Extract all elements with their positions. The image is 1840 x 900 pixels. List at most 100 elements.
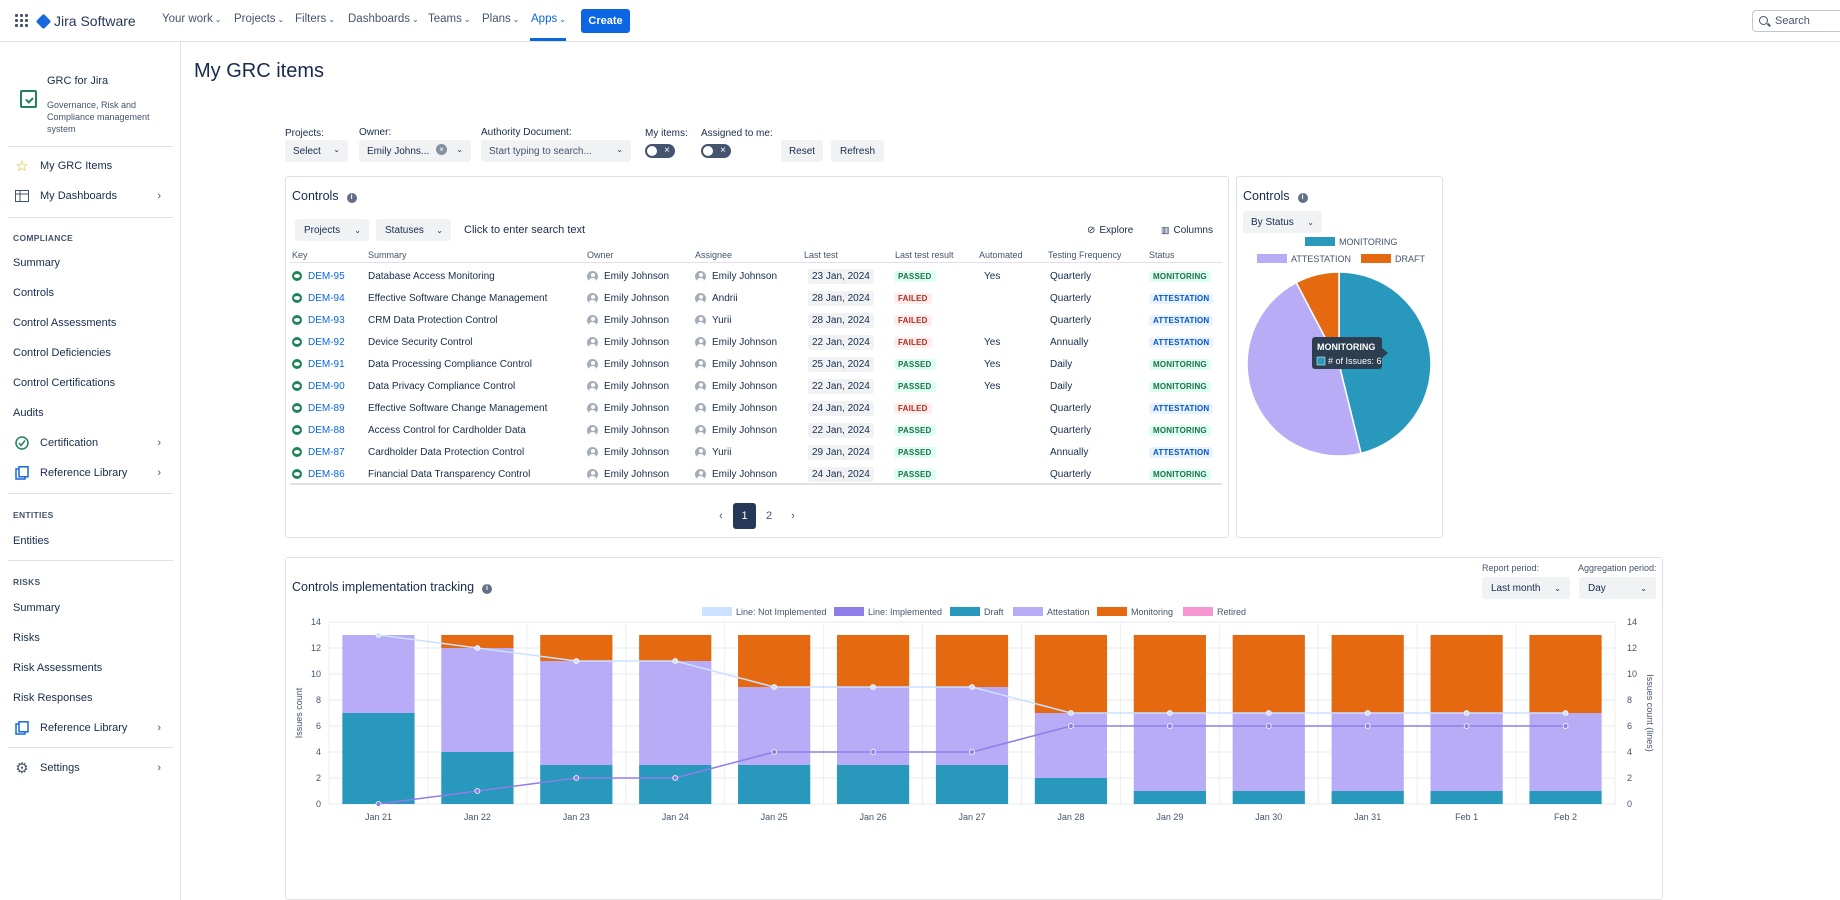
avatar [695,446,706,458]
sidebar-item-summary[interactable]: Summary [13,257,61,269]
authority-document-input[interactable]: Start typing to search... ⌄ [481,140,631,162]
summary-cell[interactable]: Data Privacy Compliance Control [368,380,516,392]
info-icon[interactable]: i [482,584,493,594]
table-row[interactable]: DEM-93 CRM Data Protection Control Emily J… [290,309,1222,331]
explore-button[interactable]: ⊘ Explore [1087,225,1134,236]
nav-teams[interactable]: Teams ⌄ [428,13,471,25]
issue-key-link[interactable]: DEM-91 [292,353,345,375]
sidebar-item-my-dashboards[interactable]: My Dashboards › [0,185,180,207]
table-row[interactable]: DEM-90 Data Privacy Compliance Control Emi… [290,375,1222,397]
nav-dashboards[interactable]: Dashboards ⌄ [348,13,419,25]
bar-draft [441,752,514,804]
my-items-toggle[interactable]: × [645,144,675,158]
column-header-last-test[interactable]: Last test [804,250,839,260]
table-row[interactable]: DEM-88 Access Control for Cardholder Data… [290,419,1222,441]
report-period-select[interactable]: Last month ⌄ [1482,577,1570,599]
table-row[interactable]: DEM-91 Data Processing Compliance Control… [290,353,1222,375]
sidebar-item-entities[interactable]: Entities [13,535,50,547]
summary-cell[interactable]: Access Control for Cardholder Data [368,424,526,436]
pagination-page-1[interactable]: 1 [733,503,756,529]
summary-cell[interactable]: Effective Software Change Management [368,292,548,304]
issue-key-link[interactable]: DEM-94 [292,287,345,309]
issue-key-link[interactable]: DEM-93 [292,309,345,331]
nav-projects[interactable]: Projects ⌄ [234,13,285,25]
bar-monitoring [540,635,613,661]
summary-cell[interactable]: Data Processing Compliance Control [368,358,532,370]
table-row[interactable]: DEM-94 Effective Software Change Manageme… [290,287,1222,309]
column-header-status[interactable]: Status [1149,250,1175,260]
issue-key-link[interactable]: DEM-95 [292,265,345,287]
chevron-right-icon: › [157,437,161,449]
sidebar-item-reference-library-2[interactable]: Reference Library › [0,717,180,739]
pagination-prev[interactable]: ‹ [719,510,723,522]
clear-icon[interactable]: × [436,144,447,155]
table-row[interactable]: DEM-92 Device Security Control Emily Johns… [290,331,1222,353]
sidebar-item-control-deficiencies[interactable]: Control Deficiencies [13,347,111,359]
table-row[interactable]: DEM-95 Database Access Monitoring Emily Jo… [290,265,1222,287]
sidebar-item-audits[interactable]: Audits [13,407,44,419]
sidebar-item-risks[interactable]: Risks [13,632,40,644]
aggregation-period-select[interactable]: Day ⌄ [1579,577,1656,599]
summary-cell[interactable]: Effective Software Change Management [368,402,548,414]
sidebar-item-settings[interactable]: ⚙ Settings › [15,760,161,777]
sidebar-item-controls[interactable]: Controls [13,287,54,299]
table-search-text[interactable]: Click to enter search text [464,224,586,236]
assigned-to-me-toggle[interactable]: × [701,144,731,158]
avatar [587,468,598,480]
column-header-owner[interactable]: Owner [587,250,614,260]
column-header-key[interactable]: Key [292,250,308,260]
summary-cell[interactable]: Database Access Monitoring [368,270,495,282]
info-icon[interactable]: i [346,193,357,203]
summary-cell[interactable]: CRM Data Protection Control [368,314,498,326]
columns-button[interactable]: ▥ Columns [1161,225,1213,236]
column-header-testing-frequency[interactable]: Testing Frequency [1048,250,1122,260]
tooltip-swatch [1316,356,1326,366]
table-row[interactable]: DEM-87 Cardholder Data Protection Control… [290,441,1222,463]
nav-plans[interactable]: Plans ⌄ [482,13,520,25]
issue-key-link[interactable]: DEM-92 [292,331,345,353]
column-header-automated[interactable]: Automated [979,250,1023,260]
summary-cell[interactable]: Financial Data Transparency Control [368,468,531,480]
column-header-summary[interactable]: Summary [368,250,407,260]
statuses-filter-button[interactable]: Statuses ⌄ [376,219,451,241]
summary-cell[interactable]: Device Security Control [368,336,473,348]
owner-filter-select[interactable]: Emily Johns... × ⌄ [359,140,471,162]
sidebar-item-control-certifications[interactable]: Control Certifications [13,377,116,389]
sidebar-item-reference-library[interactable]: Reference Library › [0,462,180,484]
info-icon[interactable]: i [1297,193,1308,203]
sidebar-item-risk-assessments[interactable]: Risk Assessments [13,662,103,674]
issue-key-link[interactable]: DEM-87 [292,441,345,463]
pagination-next[interactable]: › [791,510,795,522]
nav-filters[interactable]: Filters ⌄ [295,13,336,25]
issue-key-link[interactable]: DEM-89 [292,397,345,419]
table-row[interactable]: DEM-86 Financial Data Transparency Contro… [290,463,1222,485]
sidebar-item-certification[interactable]: Certification › [0,432,180,454]
summary-cell[interactable]: Cardholder Data Protection Control [368,446,525,458]
column-header-assignee[interactable]: Assignee [695,250,733,260]
owner-cell: Emily Johnson [587,331,669,353]
automated-cell: Yes [984,358,1001,370]
refresh-button[interactable]: Refresh [831,140,884,162]
create-button[interactable]: Create [581,9,630,33]
sidebar-item-risk-responses[interactable]: Risk Responses [13,692,93,704]
sidebar-item-risk-summary[interactable]: Summary [13,602,61,614]
sidebar-item-my-grc-items[interactable]: ☆ My GRC Items [15,158,113,175]
issue-key-link[interactable]: DEM-88 [292,419,345,441]
issue-key-link[interactable]: DEM-86 [292,463,345,485]
column-header-last-test-result[interactable]: Last test result [895,250,954,260]
result-cell: FAILED [894,331,932,353]
table-row[interactable]: DEM-89 Effective Software Change Manageme… [290,397,1222,419]
issue-key-link[interactable]: DEM-90 [292,375,345,397]
reset-button[interactable]: Reset [781,140,823,162]
jira-logo[interactable]: Jira Software [35,12,136,30]
search-input[interactable]: Search [1752,10,1840,32]
sidebar-item-control-assessments[interactable]: Control Assessments [13,317,117,329]
group-by-select[interactable]: By Status ⌄ [1243,211,1322,233]
result-lozenge: PASSED [894,270,936,282]
pagination-page-2[interactable]: 2 [765,510,773,522]
app-switcher-icon[interactable] [15,14,29,28]
nav-apps[interactable]: Apps ⌄ [531,13,566,25]
projects-filter-select[interactable]: Select ⌄ [285,140,348,162]
nav-your-work[interactable]: Your work ⌄ [162,13,222,25]
projects-filter-button[interactable]: Projects ⌄ [295,219,369,241]
